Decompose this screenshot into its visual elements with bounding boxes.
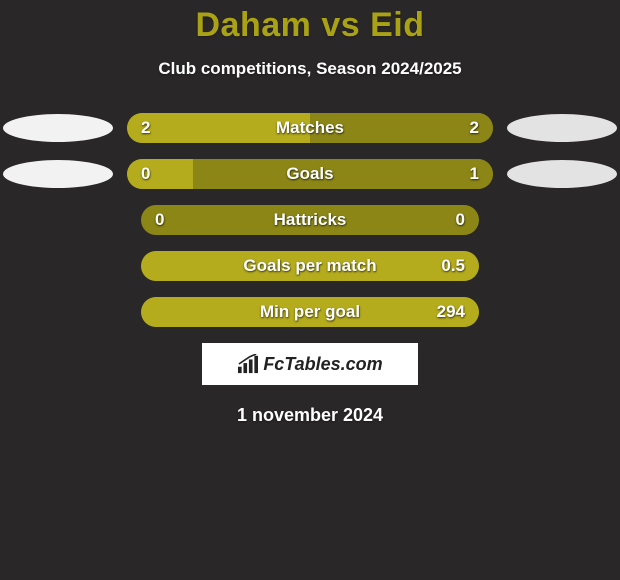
stat-label: Goals — [197, 164, 423, 184]
player-badge-right — [507, 114, 617, 142]
subtitle: Club competitions, Season 2024/2025 — [0, 59, 620, 79]
stat-label: Min per goal — [211, 302, 409, 322]
stat-left-value: 0 — [127, 164, 197, 184]
bar-chart-icon — [237, 354, 259, 374]
stat-right-value: 1 — [423, 164, 493, 184]
page-title: Daham vs Eid — [0, 6, 620, 45]
stat-right-value: 0 — [409, 210, 479, 230]
stat-bar: Goals per match0.5 — [141, 251, 479, 281]
stat-left-value: 0 — [141, 210, 211, 230]
brand-text: FcTables.com — [263, 354, 382, 375]
stat-label: Hattricks — [211, 210, 409, 230]
brand-inner: FcTables.com — [237, 354, 382, 375]
brand-box: FcTables.com — [202, 343, 418, 385]
player-badge-right — [507, 160, 617, 188]
stat-right-value: 294 — [409, 302, 479, 322]
stat-row: 2Matches2 — [0, 113, 620, 143]
stat-label: Matches — [197, 118, 423, 138]
player-badge-left — [3, 114, 113, 142]
player-badge-left — [3, 160, 113, 188]
stat-row: Goals per match0.5 — [0, 251, 620, 281]
stat-row: Min per goal294 — [0, 297, 620, 327]
stat-bar: 0Hattricks0 — [141, 205, 479, 235]
date-text: 1 november 2024 — [0, 405, 620, 426]
stat-row: 0Goals1 — [0, 159, 620, 189]
stat-row: 0Hattricks0 — [0, 205, 620, 235]
stat-label: Goals per match — [211, 256, 409, 276]
stat-bar: 2Matches2 — [127, 113, 493, 143]
stat-left-value: 2 — [127, 118, 197, 138]
stats-rows: 2Matches20Goals10Hattricks0Goals per mat… — [0, 113, 620, 327]
stat-bar: 0Goals1 — [127, 159, 493, 189]
infographic-container: Daham vs Eid Club competitions, Season 2… — [0, 0, 620, 426]
stat-right-value: 2 — [423, 118, 493, 138]
stat-right-value: 0.5 — [409, 256, 479, 276]
stat-bar: Min per goal294 — [141, 297, 479, 327]
